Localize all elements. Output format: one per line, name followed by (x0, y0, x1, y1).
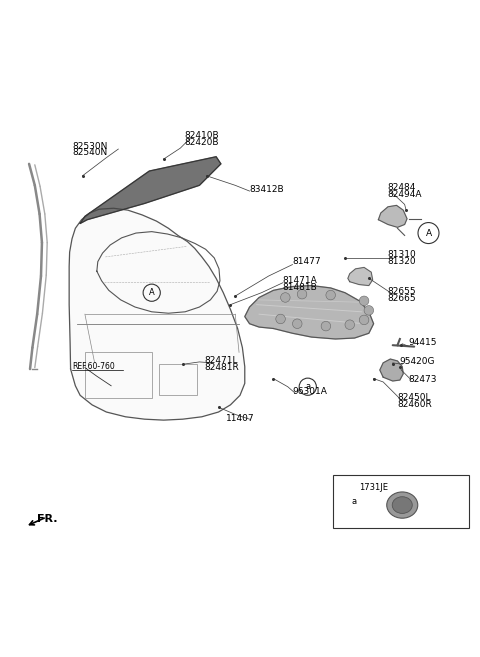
Text: 82530N: 82530N (72, 142, 108, 150)
Bar (159, 364, 197, 396)
Text: 81477: 81477 (292, 257, 321, 266)
Text: 81310: 81310 (387, 250, 416, 259)
Text: REF.60-760: REF.60-760 (72, 362, 115, 371)
Text: 82471L: 82471L (204, 357, 238, 365)
Bar (85, 352, 152, 397)
Text: a: a (305, 382, 311, 391)
Circle shape (276, 314, 285, 324)
Text: 96301A: 96301A (292, 387, 327, 396)
Text: 1731JE: 1731JE (359, 483, 388, 492)
Text: 82481R: 82481R (204, 363, 239, 372)
Circle shape (281, 293, 290, 302)
Ellipse shape (392, 497, 412, 513)
Text: 83412B: 83412B (250, 185, 284, 194)
Text: 81481B: 81481B (282, 283, 317, 292)
Text: 82665: 82665 (387, 294, 416, 304)
Text: 82410B: 82410B (184, 131, 219, 140)
Text: 81320: 81320 (387, 257, 416, 266)
Text: 95420G: 95420G (400, 357, 435, 367)
Polygon shape (80, 157, 221, 223)
Text: 82473: 82473 (408, 375, 436, 384)
Polygon shape (245, 286, 373, 339)
Bar (333, 476, 469, 528)
Text: 82540N: 82540N (72, 148, 108, 158)
Circle shape (364, 306, 373, 315)
Circle shape (326, 290, 336, 300)
Text: 82460R: 82460R (397, 400, 432, 409)
Text: 94415: 94415 (408, 338, 436, 348)
Ellipse shape (387, 492, 418, 518)
Polygon shape (378, 206, 407, 227)
Text: 82484: 82484 (387, 183, 415, 193)
Text: A: A (425, 229, 432, 238)
Text: 82494A: 82494A (387, 191, 421, 199)
Polygon shape (69, 208, 245, 420)
Circle shape (360, 296, 369, 306)
Text: 82450L: 82450L (397, 393, 431, 402)
Polygon shape (380, 359, 403, 381)
Text: a: a (352, 497, 357, 506)
Circle shape (360, 315, 369, 325)
Text: A: A (149, 288, 155, 297)
Text: 82420B: 82420B (185, 138, 219, 147)
Text: 11407: 11407 (226, 414, 254, 422)
Polygon shape (348, 267, 372, 286)
Text: 81471A: 81471A (282, 277, 317, 285)
Circle shape (297, 289, 307, 299)
Circle shape (321, 321, 331, 331)
Text: 82655: 82655 (387, 287, 416, 296)
Text: FR.: FR. (37, 514, 58, 524)
Circle shape (345, 320, 355, 329)
Circle shape (292, 319, 302, 328)
